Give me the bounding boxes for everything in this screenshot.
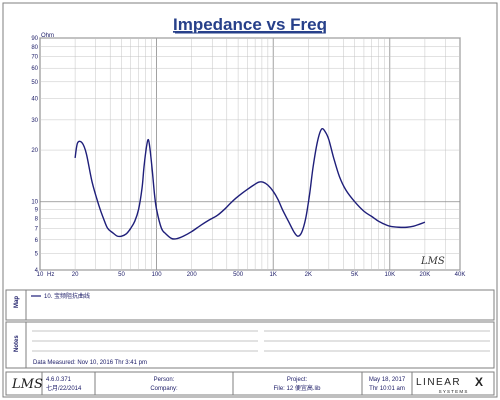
brand-sub: S Y S T E M S [439, 389, 468, 394]
y-tick-label: 7 [35, 226, 39, 232]
map-label: Map [14, 296, 20, 308]
footer-date: May 18, 2017 [369, 377, 406, 383]
y-tick-label: 50 [31, 80, 38, 86]
series-line-impedance [74, 127, 426, 240]
x-tick-label: 100 [152, 272, 163, 278]
footer-version-date: 七月/22/2014 [46, 384, 82, 392]
y-tick-label: 20 [31, 148, 38, 154]
data-measured: Data Measured: Nov 10, 2016 Thr 3:41 pm [33, 360, 147, 366]
footer-time: Thr 10:01 am [369, 386, 405, 392]
x-tick-label: 20 [72, 272, 79, 278]
axis-ticks: 10 20 50 100 200 500 1K 2K 5K 10K 20K 40K 4 5 6 7 8 9 10 20… [31, 36, 465, 278]
y-tick-label: 30 [31, 118, 38, 124]
x-axis-unit: Hz [47, 272, 54, 278]
x-tick-label: 20K [420, 272, 431, 278]
legend-entry: 10. 宝频阻抗曲线 [44, 292, 90, 300]
y-tick-label: 9 [35, 208, 39, 214]
map-panel [5, 289, 495, 321]
x-tick-label: 2K [305, 272, 312, 278]
x-tick-label: 1K [270, 272, 277, 278]
footer-company: Company: [150, 386, 178, 392]
x-tick-label: 50 [118, 272, 125, 278]
notes-label: Notes [14, 335, 20, 352]
y-tick-label: 60 [31, 66, 38, 72]
x-tick-label: 40K [455, 272, 466, 278]
y-tick-label: 90 [31, 36, 38, 42]
footer-person: Person: [154, 377, 175, 383]
note-lines [32, 330, 490, 352]
y-tick-label: 80 [31, 45, 38, 51]
footer-bar [5, 371, 495, 396]
plot-logo: LMS [420, 256, 445, 267]
notes-panel [5, 321, 495, 369]
x-tick-label: 10 [37, 272, 44, 278]
footer-version: 4.6.0.371 [46, 377, 72, 383]
x-tick-label: 500 [233, 272, 244, 278]
footer-project: Project: [287, 377, 308, 383]
y-tick-label: 40 [31, 96, 38, 102]
y-tick-label: 4 [35, 268, 39, 274]
y-tick-label: 8 [35, 216, 39, 222]
chart-title: Impedance vs Freq [173, 15, 327, 34]
footer-file: File: 12 便宜高.lib [273, 384, 321, 392]
footer-logo: LMS [11, 377, 43, 392]
y-tick-label: 70 [31, 55, 38, 61]
y-tick-label: 10 [31, 200, 38, 206]
brand-x: X [475, 375, 483, 389]
y-tick-label: 6 [35, 238, 39, 244]
plot-area [39, 37, 461, 271]
x-tick-label: 10K [384, 272, 395, 278]
brand-name: LINEAR [416, 377, 461, 388]
y-axis-label: Ohm [41, 33, 54, 39]
y-tick-label: 5 [35, 251, 39, 257]
x-tick-label: 200 [187, 272, 198, 278]
x-tick-label: 5K [351, 272, 358, 278]
